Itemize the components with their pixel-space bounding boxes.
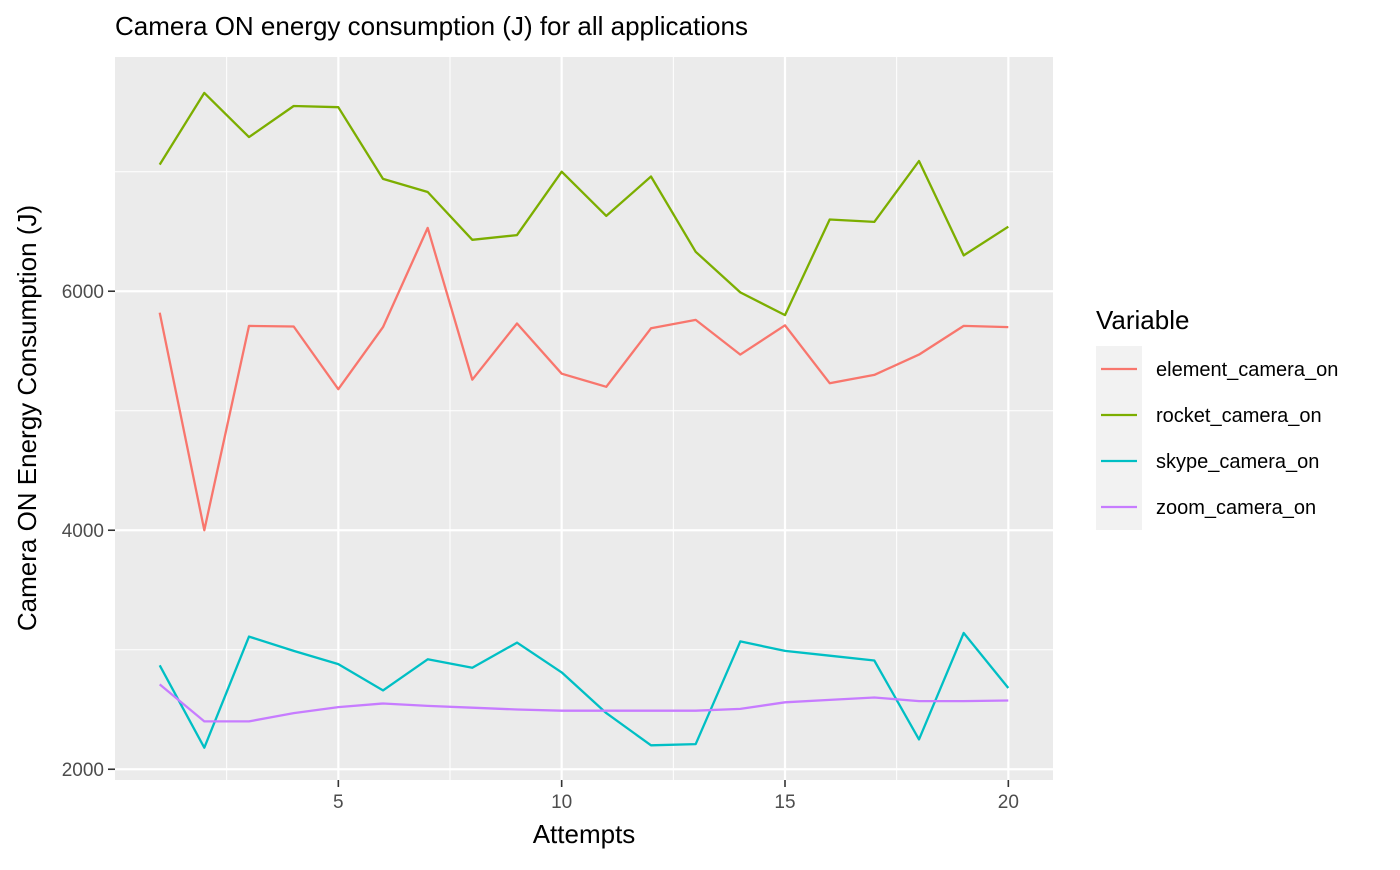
grid-major xyxy=(115,57,1053,780)
legend-label-skype_camera_on: skype_camera_on xyxy=(1156,451,1319,473)
series-line-skype_camera_on xyxy=(158,631,1010,749)
series-line-rocket_camera_on xyxy=(158,91,1009,317)
x-tick-label: 5 xyxy=(333,792,344,813)
legend-title: Variable xyxy=(1096,305,1189,335)
chart-title: Camera ON energy consumption (J) for all… xyxy=(115,11,748,41)
x-axis-title: Attempts xyxy=(533,819,636,849)
series-line-zoom_camera_on xyxy=(158,683,1009,723)
series-lines xyxy=(158,91,1010,749)
y-tick-label: 2000 xyxy=(62,760,104,781)
legend-label-rocket_camera_on: rocket_camera_on xyxy=(1156,405,1322,427)
legend: Variable element_camera_on rocket_camera_… xyxy=(1096,305,1338,530)
y-tick-label: 6000 xyxy=(62,282,104,303)
y-tick-label: 4000 xyxy=(62,521,104,542)
x-tick-label: 10 xyxy=(551,792,572,813)
plot-panel xyxy=(115,57,1053,780)
tick-labels: 5 10 15 20 2000 4000 6000 xyxy=(62,282,1019,813)
series-line-element_camera_on xyxy=(158,226,1009,532)
grid-minor xyxy=(115,57,1053,780)
legend-label-zoom_camera_on: zoom_camera_on xyxy=(1156,497,1316,519)
axis-ticks xyxy=(108,290,1010,787)
y-axis-title: Camera ON Energy Consumption (J) xyxy=(12,205,42,631)
x-tick-label: 15 xyxy=(774,792,795,813)
x-tick-label: 20 xyxy=(998,792,1019,813)
legend-label-element_camera_on: element_camera_on xyxy=(1156,359,1338,381)
legend-items: element_camera_on rocket_camera_on skype_c… xyxy=(1096,346,1338,530)
